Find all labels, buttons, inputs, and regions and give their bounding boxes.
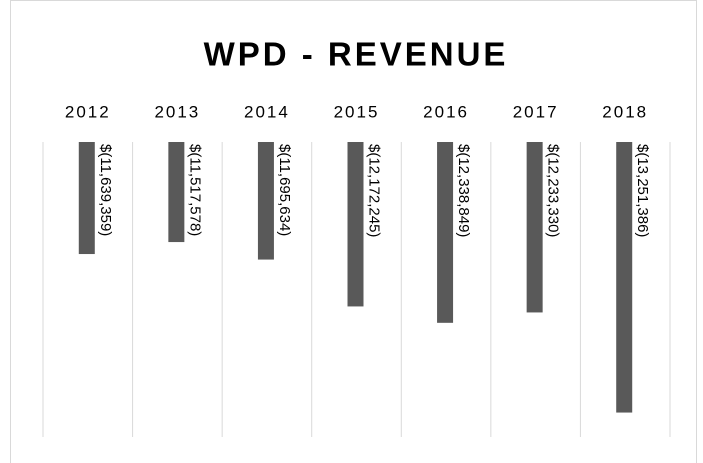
x-tick-label: 2016 [423,102,469,121]
x-tick-label: 2018 [602,102,648,121]
x-tick-label: 2015 [334,102,380,121]
bar [168,142,185,243]
bar [347,142,364,307]
data-label: $(12,233,330) [545,144,562,237]
data-label: $(11,639,359) [97,144,114,236]
bar [437,142,454,323]
data-label: $(13,251,386) [634,144,651,237]
chart-title: WPD - REVENUE [204,36,509,73]
data-label: $(12,338,849) [455,144,472,237]
x-tick-label: 2014 [244,102,290,121]
data-label: $(11,517,578) [186,144,203,236]
bar [526,142,543,313]
bar [257,142,274,260]
bar [616,142,633,413]
data-label: $(11,695,634) [276,144,293,236]
x-tick-label: 2017 [513,102,559,121]
x-tick-label: 2013 [154,102,200,121]
data-label: $(12,172,245) [366,144,383,237]
bar [78,142,95,255]
x-tick-label: 2012 [65,102,111,121]
